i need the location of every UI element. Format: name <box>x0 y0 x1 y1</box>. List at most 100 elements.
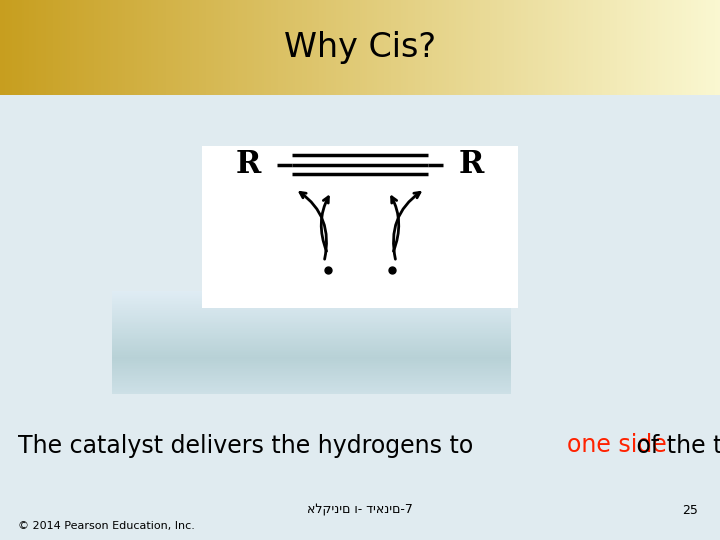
Bar <box>112 329 511 331</box>
Bar <box>112 326 511 327</box>
Bar <box>444 0 446 94</box>
Bar <box>302 0 305 94</box>
Bar <box>403 0 405 94</box>
Bar <box>235 0 238 94</box>
Bar <box>112 375 511 376</box>
Bar <box>112 320 511 321</box>
Bar <box>274 0 276 94</box>
Bar <box>112 368 511 369</box>
Bar <box>117 0 120 94</box>
Bar <box>112 350 511 352</box>
Bar <box>477 0 480 94</box>
Bar <box>74 0 77 94</box>
Bar <box>516 0 518 94</box>
Bar <box>112 389 511 391</box>
Bar <box>562 0 564 94</box>
Bar <box>72 0 74 94</box>
Bar <box>497 0 499 94</box>
Bar <box>81 0 84 94</box>
Bar <box>34 0 36 94</box>
Bar <box>377 0 379 94</box>
Bar <box>112 334 511 335</box>
Bar <box>353 0 355 94</box>
Bar <box>259 0 261 94</box>
Bar <box>112 376 511 378</box>
Bar <box>112 316 511 318</box>
Bar <box>112 298 511 299</box>
Bar <box>679 0 682 94</box>
Bar <box>112 361 511 362</box>
Bar <box>715 0 718 94</box>
Bar <box>91 0 94 94</box>
Bar <box>631 0 634 94</box>
Bar <box>137 0 139 94</box>
Bar <box>540 0 542 94</box>
Bar <box>413 0 415 94</box>
Bar <box>391 0 394 94</box>
Bar <box>454 0 456 94</box>
Bar <box>333 0 336 94</box>
Bar <box>199 0 202 94</box>
Bar <box>338 0 341 94</box>
Bar <box>106 0 108 94</box>
Bar <box>583 0 585 94</box>
Bar <box>607 0 610 94</box>
Bar <box>185 0 187 94</box>
Bar <box>171 0 173 94</box>
Bar <box>112 341 511 343</box>
Bar <box>346 0 348 94</box>
Bar <box>233 0 235 94</box>
Text: 25: 25 <box>683 504 698 517</box>
Bar <box>112 390 511 391</box>
Bar <box>420 0 423 94</box>
Bar <box>112 301 511 303</box>
Bar <box>112 384 511 386</box>
Bar <box>468 0 470 94</box>
Bar <box>585 0 588 94</box>
Bar <box>461 0 463 94</box>
Bar <box>437 0 439 94</box>
Bar <box>110 0 113 94</box>
Bar <box>425 0 427 94</box>
Bar <box>112 370 511 371</box>
Bar <box>112 345 511 346</box>
Bar <box>112 354 511 355</box>
Bar <box>112 312 511 313</box>
Bar <box>250 0 252 94</box>
Bar <box>63 0 65 94</box>
Bar <box>495 0 497 94</box>
Bar <box>112 374 511 375</box>
Bar <box>70 0 72 94</box>
Bar <box>711 0 713 94</box>
Bar <box>112 319 511 321</box>
Bar <box>112 323 511 325</box>
Bar <box>101 0 103 94</box>
Bar <box>202 146 518 308</box>
Bar <box>567 0 569 94</box>
Bar <box>142 0 144 94</box>
Bar <box>216 0 218 94</box>
Bar <box>207 0 209 94</box>
Bar <box>192 0 194 94</box>
Bar <box>329 0 331 94</box>
Bar <box>341 0 343 94</box>
Bar <box>389 0 391 94</box>
Bar <box>108 0 110 94</box>
Bar <box>112 300 511 301</box>
Bar <box>43 0 45 94</box>
Bar <box>682 0 684 94</box>
Bar <box>667 0 670 94</box>
Bar <box>132 0 135 94</box>
Bar <box>689 0 691 94</box>
Bar <box>490 0 492 94</box>
Bar <box>112 359 511 360</box>
Bar <box>112 313 511 314</box>
Bar <box>396 0 398 94</box>
Bar <box>112 330 511 332</box>
Bar <box>384 0 387 94</box>
Bar <box>542 0 545 94</box>
Bar <box>223 0 225 94</box>
Bar <box>290 0 293 94</box>
Bar <box>112 362 511 363</box>
Bar <box>112 341 511 342</box>
